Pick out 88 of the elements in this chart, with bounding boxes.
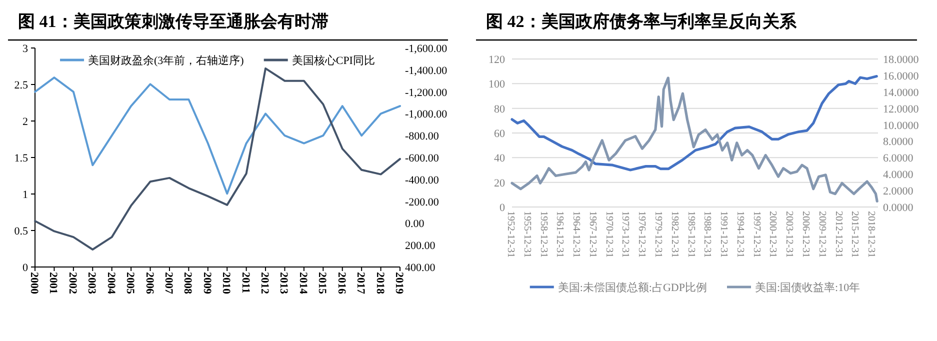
y-tick-label: 0 [22, 262, 28, 274]
x-tick-label: 2007 [162, 272, 174, 294]
x-tick-label: 1985-12-31 [685, 211, 696, 258]
y2-tick-label: 18.0000 [883, 54, 920, 66]
y-tick-label: 80 [494, 103, 506, 116]
x-tick-label: 1991-12-31 [718, 211, 730, 258]
x-tick-label: 2009-12-31 [816, 211, 828, 258]
x-tick-label: 2002 [66, 272, 78, 294]
line-series [34, 67, 401, 250]
y2-tick-label: -600.00 [405, 152, 440, 164]
y2-tick-label: 6.0000 [883, 152, 914, 165]
x-tick-label: 2012 [258, 272, 271, 294]
y2-tick-label: -1,400.00 [405, 64, 448, 77]
y2-tick-label: 0.00 [405, 218, 425, 230]
y-tick-label: 100 [488, 78, 506, 91]
x-tick-label: 2018 [374, 272, 386, 294]
x-tick-label: 1961-12-31 [554, 211, 566, 258]
y2-tick-label: -1,000.00 [405, 108, 448, 121]
y-tick-label: 120 [488, 54, 506, 66]
x-tick-label: 2004 [104, 272, 117, 294]
x-tick-label: 1967-12-31 [586, 211, 598, 258]
x-tick-label: 2000-12-31 [767, 211, 778, 258]
y2-tick-label: 0.0000 [883, 202, 914, 214]
x-tick-label: 2006-12-31 [800, 211, 811, 258]
x-tick-label: 2015-12-31 [849, 211, 860, 258]
y2-tick-label: -400.00 [405, 174, 440, 186]
legend-label: 美国财政盈余(3年前，右轴逆序) [88, 54, 244, 67]
x-tick-label: 1970-12-31 [603, 211, 614, 258]
y-tick-label: 0.5 [14, 226, 28, 238]
y2-tick-label: -800.00 [405, 130, 440, 143]
y2-tick-label: 12.0000 [883, 103, 920, 116]
legend-label: 美国:未偿国债总额:占GDP比例 [558, 281, 707, 294]
y2-tick-label: -200.00 [405, 196, 440, 208]
x-tick-label: 2008 [182, 272, 194, 294]
x-tick-label: 2016 [335, 272, 348, 294]
x-tick-label: 1988-12-31 [702, 211, 713, 258]
x-tick-label: 2012-12-31 [832, 211, 844, 258]
x-tick-label: 1973-12-31 [620, 211, 631, 258]
x-tick-label: 2000 [28, 272, 40, 294]
y-tick-label: 1 [22, 189, 28, 201]
line-series [510, 76, 878, 203]
x-tick-label: 1964-12-31 [570, 211, 582, 258]
x-tick-label: 1958-12-31 [538, 211, 549, 258]
legend-label: 美国:国债收益率:10年 [755, 281, 860, 294]
x-tick-label: 2017 [354, 272, 367, 294]
y2-tick-label: 2.0000 [883, 186, 914, 198]
x-tick-label: 2009 [200, 272, 213, 294]
y2-tick-label: 400.00 [405, 262, 436, 274]
chart-title: 图 42：美国政府债务率与利率呈反向关系 [486, 12, 798, 31]
x-tick-label: 2005 [124, 272, 136, 294]
x-tick-label: 1997-12-31 [750, 211, 762, 258]
y2-tick-label: 14.0000 [883, 86, 920, 99]
x-tick-label: 1952-12-31 [505, 211, 516, 258]
y-tick-label: 1.5 [14, 152, 28, 164]
y2-tick-label: 4.0000 [883, 169, 914, 182]
x-tick-label: 2018-12-31 [866, 211, 877, 258]
x-tick-label: 2015 [316, 272, 328, 294]
y2-tick-label: 8.0000 [883, 136, 914, 148]
y2-tick-label: 16.0000 [883, 70, 920, 82]
x-tick-label: 1979-12-31 [652, 211, 664, 258]
y-tick-label: 3 [22, 43, 28, 55]
x-tick-label: 2019 [393, 272, 405, 294]
x-tick-label: 2003-12-31 [784, 211, 795, 258]
x-tick-label: 2006 [143, 272, 156, 294]
x-tick-label: 1994-12-31 [734, 211, 746, 258]
y-tick-label: 2.5 [14, 80, 28, 92]
y-tick-label: 0 [500, 202, 506, 214]
x-tick-label: 2010 [220, 272, 232, 294]
y2-tick-label: 10.0000 [883, 120, 920, 132]
y-tick-label: 40 [494, 152, 506, 165]
x-tick-label: 2003 [86, 272, 98, 294]
x-tick-label: 2014 [296, 272, 309, 294]
x-tick-label: 1955-12-31 [521, 211, 532, 258]
x-tick-label: 1982-12-31 [668, 211, 680, 258]
y2-tick-label: -1,200.00 [405, 86, 448, 99]
y-tick-label: 60 [494, 128, 506, 140]
y2-tick-label: 200.00 [405, 240, 436, 252]
x-tick-label: 2013 [278, 272, 290, 294]
line-series [510, 74, 878, 172]
x-tick-label: 1976-12-31 [636, 211, 648, 258]
chart-title: 图 41：美国政策刺激传导至通胀会有时滞 [18, 12, 328, 31]
y-tick-label: 20 [494, 177, 506, 190]
x-tick-label: 2011 [239, 272, 252, 294]
x-tick-label: 2001 [47, 272, 60, 294]
y2-tick-label: -1,600.00 [405, 43, 448, 55]
line-series [34, 76, 401, 195]
y-tick-label: 2 [22, 116, 28, 128]
legend-label: 美国核心CPI同比 [292, 54, 375, 67]
